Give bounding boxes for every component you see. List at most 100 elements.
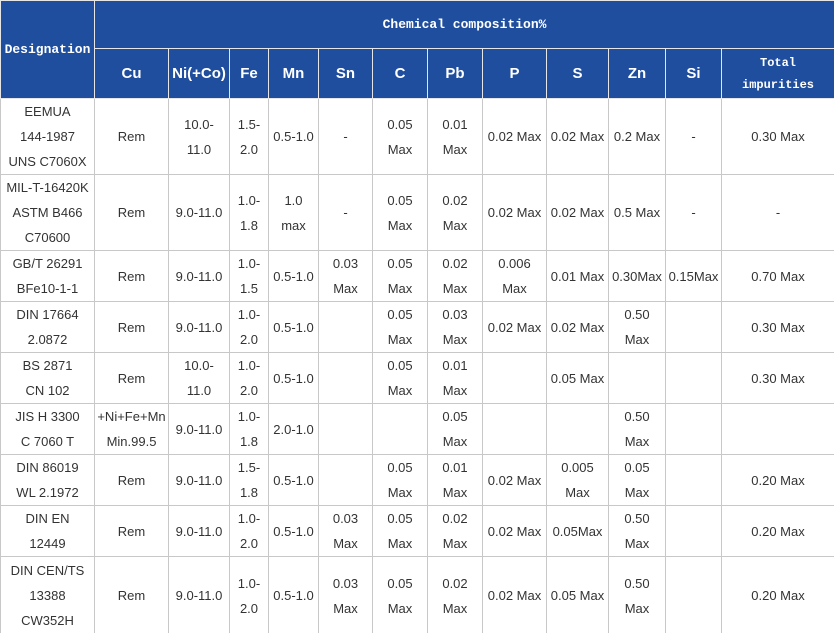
value-cell: 0.005 Max bbox=[546, 454, 609, 506]
column-header: Si bbox=[665, 48, 722, 99]
value-cell: 0.02 Max bbox=[546, 174, 609, 251]
value-cell: 0.05 Max bbox=[372, 98, 428, 175]
value-cell: 0.05 Max bbox=[546, 556, 609, 633]
value-cell: 0.30 Max bbox=[720, 98, 834, 175]
designation-cell: EEMUA 144-1987 UNS C7060X bbox=[0, 98, 95, 175]
value-cell: 0.02 Max bbox=[546, 98, 609, 175]
value-cell: - bbox=[318, 98, 373, 175]
value-cell: 9.0-11.0 bbox=[168, 250, 230, 302]
value-cell: 0.02 Max bbox=[427, 556, 483, 633]
designation-cell: DIN 86019 WL 2.1972 bbox=[0, 454, 95, 506]
value-cell: 0.05 Max bbox=[372, 505, 428, 557]
value-cell: 9.0-11.0 bbox=[168, 505, 230, 557]
value-cell bbox=[318, 352, 373, 404]
value-cell bbox=[665, 403, 722, 455]
value-cell: Rem bbox=[94, 301, 169, 353]
value-cell: 1.0- 1.5 bbox=[229, 250, 269, 302]
value-cell: +Ni+Fe+Mn Min.99.5 bbox=[94, 403, 169, 455]
value-cell: 0.01 Max bbox=[427, 98, 483, 175]
value-cell: 0.02 Max bbox=[427, 250, 483, 302]
value-cell: 0.05Max bbox=[546, 505, 609, 557]
value-cell bbox=[482, 352, 547, 404]
designation-cell: DIN CEN/TS 13388 CW352H bbox=[0, 556, 95, 633]
value-cell: 0.05 Max bbox=[372, 174, 428, 251]
column-header: Fe bbox=[229, 48, 269, 99]
value-cell: Rem bbox=[94, 98, 169, 175]
value-cell: 0.20 Max bbox=[720, 505, 834, 557]
table-row: JIS H 3300 C 7060 T +Ni+Fe+Mn Min.99.5 9.0… bbox=[0, 403, 834, 455]
value-cell: 0.2 Max bbox=[608, 98, 666, 175]
table-row: BS 2871 CN 102 Rem 10.0- 11.0 1.0- 2.0 0.5-1… bbox=[0, 352, 834, 404]
value-cell bbox=[665, 454, 722, 506]
value-cell: 0.5-1.0 bbox=[268, 454, 319, 506]
value-cell: 9.0-11.0 bbox=[168, 301, 230, 353]
value-cell: 0.02 Max bbox=[482, 505, 547, 557]
value-cell: 0.02 Max bbox=[546, 301, 609, 353]
value-cell: 1.0 max bbox=[268, 174, 319, 251]
value-cell: 1.0- 2.0 bbox=[229, 352, 269, 404]
value-cell: 10.0- 11.0 bbox=[168, 98, 230, 175]
value-cell: 0.5 Max bbox=[608, 174, 666, 251]
value-cell: 0.02 Max bbox=[482, 174, 547, 251]
designation-cell: JIS H 3300 C 7060 T bbox=[0, 403, 95, 455]
value-cell: 0.02 Max bbox=[427, 174, 483, 251]
table-row: DIN 17664 2.0872 Rem 9.0-11.0 1.0- 2.0 0.5-1… bbox=[0, 301, 834, 353]
value-cell: 0.5-1.0 bbox=[268, 250, 319, 302]
table-row: DIN EN 12449 Rem 9.0-11.0 1.0- 2.0 0.5-1.0 0.… bbox=[0, 505, 834, 557]
table-body: EEMUA 144-1987 UNS C7060X Rem 10.0- 11.0 1.… bbox=[0, 98, 834, 633]
value-cell: 0.5-1.0 bbox=[268, 505, 319, 557]
column-header: Mn bbox=[268, 48, 319, 99]
value-cell: 0.5-1.0 bbox=[268, 352, 319, 404]
value-cell: - bbox=[318, 174, 373, 251]
value-cell: 0.01 Max bbox=[546, 250, 609, 302]
value-cell: 9.0-11.0 bbox=[168, 454, 230, 506]
value-cell: 1.5- 1.8 bbox=[229, 454, 269, 506]
designation-cell: DIN 17664 2.0872 bbox=[0, 301, 95, 353]
value-cell: - bbox=[720, 174, 834, 251]
value-cell: 0.30 Max bbox=[720, 352, 834, 404]
value-cell: 0.50 Max bbox=[608, 403, 666, 455]
table-row: DIN CEN/TS 13388 CW352H Rem 9.0-11.0 1.0- 2… bbox=[0, 556, 834, 633]
value-cell bbox=[665, 505, 722, 557]
value-cell: Rem bbox=[94, 556, 169, 633]
value-cell: 1.5- 2.0 bbox=[229, 98, 269, 175]
value-cell: 0.01 Max bbox=[427, 454, 483, 506]
value-cell: 0.02 Max bbox=[482, 556, 547, 633]
table-row: DIN 86019 WL 2.1972 Rem 9.0-11.0 1.5- 1.8 0.… bbox=[0, 454, 834, 506]
value-cell: 9.0-11.0 bbox=[168, 403, 230, 455]
value-cell: 1.0- 2.0 bbox=[229, 505, 269, 557]
header-row: Designation Chemical composition% bbox=[0, 0, 834, 99]
value-cell: 0.02 Max bbox=[427, 505, 483, 557]
value-cell: 0.15Max bbox=[665, 250, 722, 302]
designation-header: Designation bbox=[0, 0, 95, 99]
value-cell: 0.02 Max bbox=[482, 301, 547, 353]
value-cell: 0.02 Max bbox=[482, 98, 547, 175]
value-cell: 2.0-1.0 bbox=[268, 403, 319, 455]
table-row: EEMUA 144-1987 UNS C7060X Rem 10.0- 11.0 1.… bbox=[0, 98, 834, 175]
value-cell: 0.03 Max bbox=[318, 250, 373, 302]
value-cell: 0.50 Max bbox=[608, 301, 666, 353]
value-cell: 0.05 Max bbox=[427, 403, 483, 455]
value-cell bbox=[482, 403, 547, 455]
value-cell: 0.03 Max bbox=[427, 301, 483, 353]
value-cell: 9.0-11.0 bbox=[168, 556, 230, 633]
value-cell: 0.05 Max bbox=[608, 454, 666, 506]
designation-cell: GB/T 26291 BFe10-1-1 bbox=[0, 250, 95, 302]
column-header: Sn bbox=[318, 48, 373, 99]
value-cell: 0.006 Max bbox=[482, 250, 547, 302]
value-cell: 0.5-1.0 bbox=[268, 98, 319, 175]
value-cell: 0.05 Max bbox=[546, 352, 609, 404]
value-cell bbox=[665, 352, 722, 404]
value-cell bbox=[318, 301, 373, 353]
value-cell bbox=[720, 403, 834, 455]
value-cell: 0.5-1.0 bbox=[268, 556, 319, 633]
column-header: Total impurities bbox=[720, 48, 834, 99]
designation-cell: BS 2871 CN 102 bbox=[0, 352, 95, 404]
value-cell: 0.20 Max bbox=[720, 556, 834, 633]
value-cell: 0.70 Max bbox=[720, 250, 834, 302]
value-cell: 0.50 Max bbox=[608, 556, 666, 633]
value-cell: - bbox=[665, 174, 722, 251]
value-cell: Rem bbox=[94, 505, 169, 557]
